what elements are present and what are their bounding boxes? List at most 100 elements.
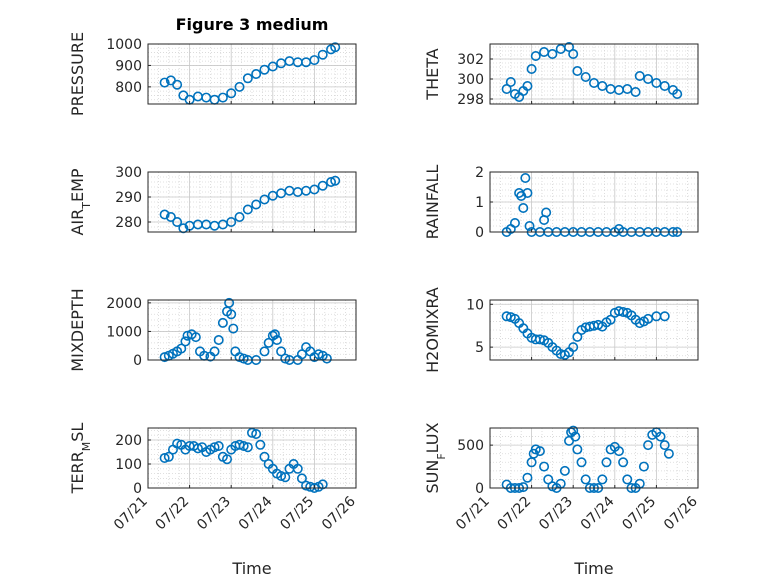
y-tick-label: 280 <box>115 215 142 231</box>
data-point <box>634 71 645 82</box>
data-point <box>296 473 307 484</box>
data-point <box>330 175 341 186</box>
x-tick-label: 07/24 <box>578 493 618 533</box>
data-point <box>172 79 183 90</box>
y-tick-label: 1000 <box>106 324 142 340</box>
y-axis-label: RAINFALL <box>423 165 442 240</box>
y-tick-label: 302 <box>457 52 484 68</box>
data-point <box>630 87 641 98</box>
data-point <box>226 88 237 99</box>
data-point <box>601 457 612 468</box>
y-axis-label: PRESSURE <box>68 32 87 116</box>
x-axis-label-left: Time <box>231 559 271 578</box>
data-point <box>672 89 683 100</box>
data-point <box>509 218 520 229</box>
axes-box <box>147 427 357 489</box>
data-point <box>597 81 608 92</box>
data-point <box>180 336 191 347</box>
data-point <box>247 427 258 438</box>
y-tick-label: 5 <box>475 340 484 356</box>
y-tick-label: 100 <box>115 457 142 473</box>
y-tick-label: 200 <box>115 433 142 449</box>
data-point <box>572 66 583 77</box>
data-point <box>292 463 303 474</box>
data-point <box>317 479 328 490</box>
data-point <box>317 49 328 60</box>
data-point <box>251 428 262 439</box>
x-tick-label: 07/21 <box>453 494 493 534</box>
x-tick-label: 07/22 <box>495 494 535 534</box>
subplot-8: 0 500 07/21 07/22 07/23 07/24 07/25 07/26 SUNFLU… <box>423 422 701 533</box>
data-point <box>280 472 291 483</box>
data-point <box>524 221 535 232</box>
data-point <box>541 207 552 218</box>
data-point <box>259 64 270 75</box>
y-tick-label: 500 <box>457 438 484 454</box>
x-tick-label: 07/26 <box>661 493 701 533</box>
y-tick-label: 300 <box>457 72 484 88</box>
data-point <box>263 337 274 348</box>
data-point <box>663 448 674 459</box>
axes-box <box>147 43 357 105</box>
data-point <box>530 50 541 61</box>
data-point <box>520 173 531 184</box>
y-tick-label: 298 <box>457 92 484 108</box>
data-point <box>522 81 533 92</box>
data-point <box>597 474 608 485</box>
data-point <box>176 343 187 354</box>
data-point <box>330 42 341 53</box>
data-point <box>526 64 537 75</box>
x-tick-label: 07/21 <box>111 494 151 534</box>
data-point <box>269 329 280 340</box>
data-point <box>172 217 183 228</box>
data-point <box>622 84 633 95</box>
x-tick-label: 07/24 <box>236 493 276 533</box>
data-point <box>228 323 239 334</box>
y-tick-label: 2 <box>475 165 484 181</box>
y-axis-label: H2OMIXRA <box>423 287 442 373</box>
subplot-7: 0 100 200 07/21 07/22 07/23 07/24 07/25 07/26 TER… <box>68 423 359 534</box>
data-point <box>568 342 579 353</box>
y-tick-label: 800 <box>115 80 142 96</box>
data-point <box>618 306 629 317</box>
data-point <box>222 454 233 465</box>
data-point <box>580 474 591 485</box>
data-point <box>276 470 287 481</box>
data-point <box>568 425 579 436</box>
y-axis-label: SUNFLUX <box>423 422 448 493</box>
y-tick-label: 1000 <box>106 37 142 53</box>
data-point <box>259 346 270 357</box>
subplot-2: 298 300 302 THETA <box>423 41 699 108</box>
data-point <box>217 92 228 103</box>
data-point <box>501 84 512 95</box>
data-point <box>588 78 599 89</box>
y-axis-label: MIXDEPTH <box>68 288 87 371</box>
y-tick-label: 2000 <box>106 296 142 312</box>
data-point <box>192 443 203 454</box>
axes-box <box>147 299 357 361</box>
data-point <box>242 442 253 453</box>
data-point <box>259 451 270 462</box>
data-point <box>326 177 337 188</box>
data-point <box>522 188 533 199</box>
data-point <box>659 311 670 322</box>
x-tick-label: 07/25 <box>619 494 659 534</box>
data-point <box>163 451 174 462</box>
data-point <box>534 334 545 345</box>
data-point <box>234 212 245 223</box>
data-point <box>242 204 253 215</box>
data-point <box>638 461 649 472</box>
x-tick-label: 07/26 <box>319 493 359 533</box>
x-axis-label-right: Time <box>573 559 613 578</box>
data-point <box>224 297 235 308</box>
data-point <box>576 457 587 468</box>
data-point <box>217 317 228 328</box>
y-tick-label: 0 <box>133 481 142 497</box>
subplot-5: 0 1000 2000 MIXDEPTH <box>68 288 357 372</box>
subplot-3: 280 290 300 AIRTEMP <box>68 165 357 236</box>
data-point <box>572 444 583 455</box>
data-point <box>317 180 328 191</box>
data-point <box>251 199 262 210</box>
